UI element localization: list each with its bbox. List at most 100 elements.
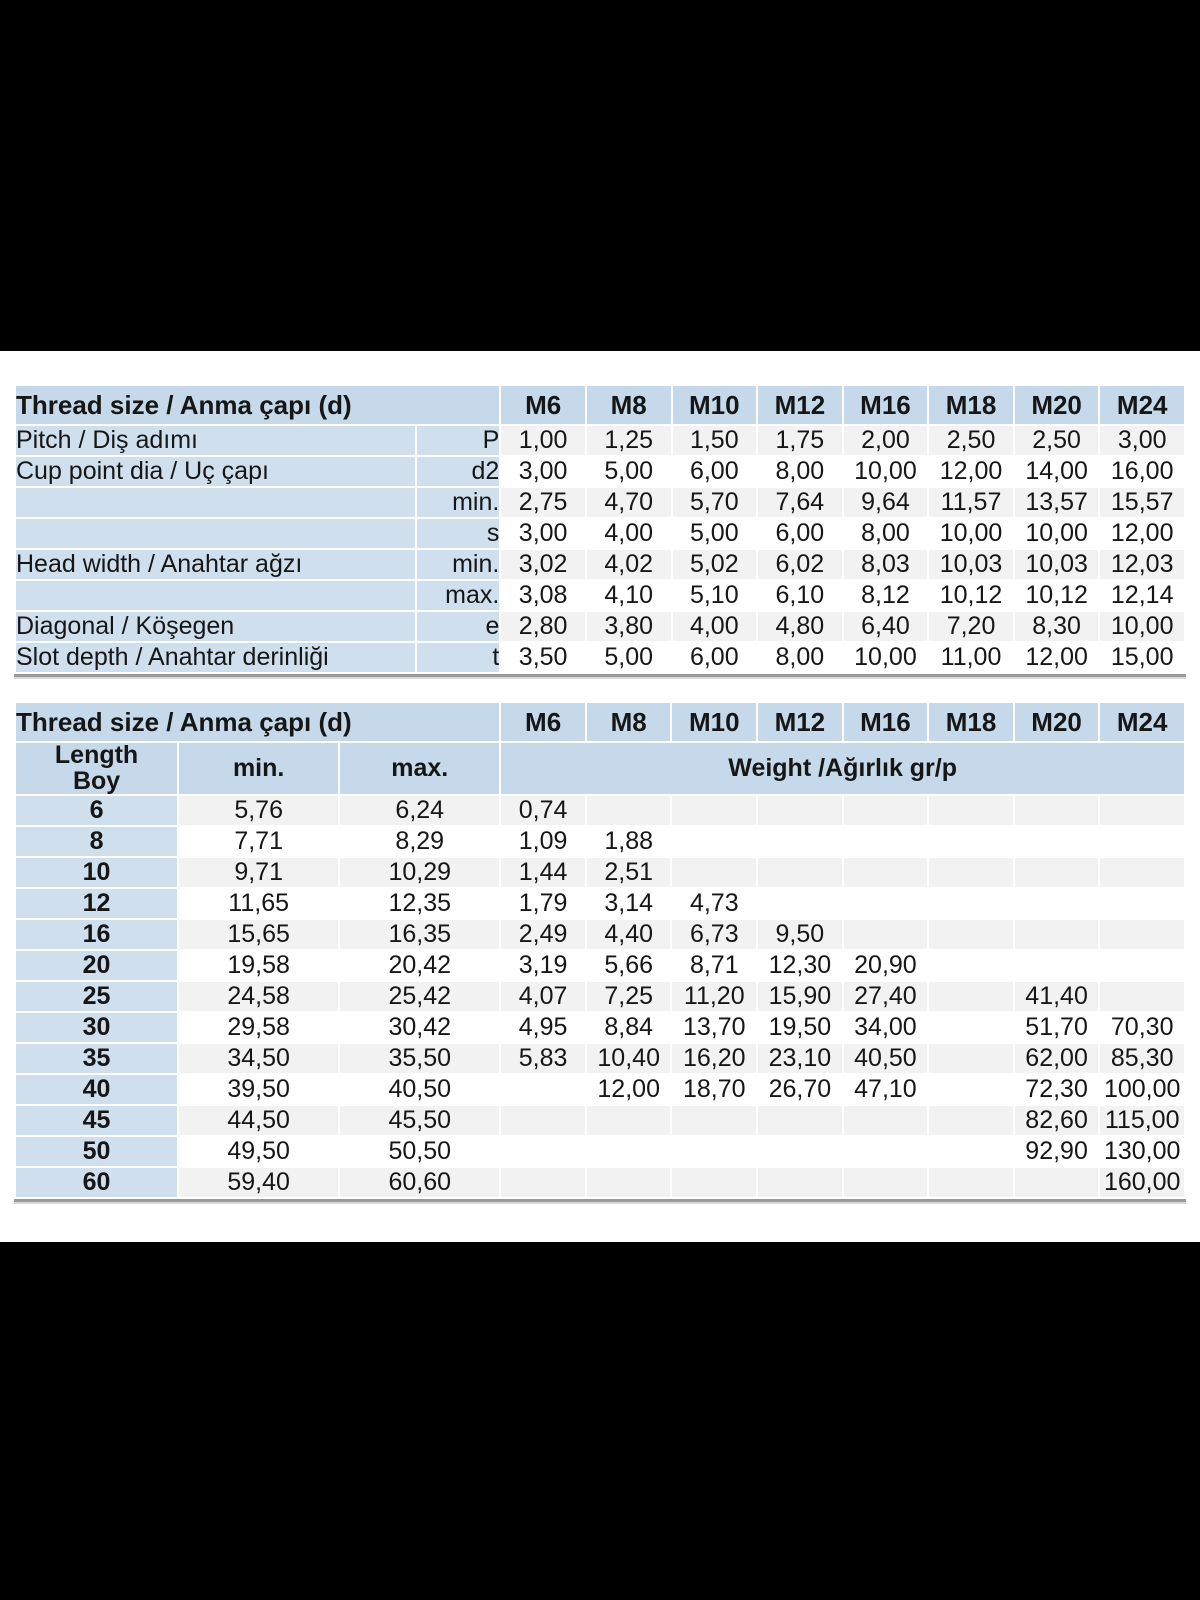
table-row: 45 44,50 45,50 82,60 115,00 xyxy=(16,1106,1184,1135)
weight-cell: 4,95 xyxy=(501,1013,585,1042)
value-cell: 8,00 xyxy=(843,519,928,548)
table-row: Head width / Anahtar ağzı min. 3,02 4,02 5,0… xyxy=(16,550,1184,579)
length-value: 60 xyxy=(16,1168,178,1197)
weight-cell xyxy=(501,1137,585,1166)
table-row: Diagonal / Köşegen e 2,80 3,80 4,00 4,80 6,40 7… xyxy=(16,612,1184,641)
property-symbol: min. xyxy=(416,488,500,517)
table-row: 12 11,65 12,35 1,79 3,14 4,73 xyxy=(16,889,1184,918)
property-label xyxy=(16,488,415,517)
value-cell: 5,00 xyxy=(586,457,671,486)
weight-cell xyxy=(929,1044,1013,1073)
weight-cell xyxy=(1100,982,1184,1011)
property-label: Cup point dia / Uç çapı xyxy=(16,457,415,486)
table-row: 16 15,65 16,35 2,49 4,40 6,73 9,50 xyxy=(16,920,1184,949)
table-row: 40 39,50 40,50 12,00 18,70 26,70 47,10 72,30 100… xyxy=(16,1075,1184,1104)
weights-table-container: Thread size / Anma çapı (d) M6 M8 M10 M12 M16… xyxy=(14,701,1186,1204)
weight-cell xyxy=(1014,951,1099,980)
value-cell: 2,80 xyxy=(501,612,585,641)
size-header-M8: M8 xyxy=(586,386,671,424)
length-value: 50 xyxy=(16,1137,178,1166)
value-cell: 2,75 xyxy=(501,488,585,517)
value-cell: 4,02 xyxy=(586,550,671,579)
table-row: 60 59,40 60,60 160,00 xyxy=(16,1168,1184,1197)
value-cell: 5,02 xyxy=(672,550,757,579)
dimensions-table: Thread size / Anma çapı (d) M6 M8 M10 M12 M16… xyxy=(14,384,1186,674)
weight-cell: 16,20 xyxy=(672,1044,757,1073)
value-cell: 12,14 xyxy=(1100,581,1184,610)
weight-cell: 8,84 xyxy=(586,1013,671,1042)
property-label xyxy=(16,581,415,610)
value-cell: 7,20 xyxy=(929,612,1013,641)
value-cell: 15,00 xyxy=(1100,643,1184,672)
length-min-value: 19,58 xyxy=(179,951,339,980)
weight-cell xyxy=(501,1106,585,1135)
size-header-M6: M6 xyxy=(501,386,585,424)
weight-cell xyxy=(672,1137,757,1166)
length-max-value: 50,50 xyxy=(340,1137,500,1166)
value-cell: 12,00 xyxy=(1014,643,1099,672)
weights-subheader-row: Length Boy min. max. Weight /Ağırlık gr/p xyxy=(16,743,1184,794)
weight-cell xyxy=(758,827,842,856)
value-cell: 16,00 xyxy=(1100,457,1184,486)
length-min-value: 9,71 xyxy=(179,858,339,887)
weight-cell: 12,30 xyxy=(758,951,842,980)
weight-cell xyxy=(501,1168,585,1197)
value-cell: 6,00 xyxy=(672,643,757,672)
weight-cell: 40,50 xyxy=(843,1044,928,1073)
length-max-value: 8,29 xyxy=(340,827,500,856)
value-cell: 2,50 xyxy=(929,426,1013,455)
length-value: 25 xyxy=(16,982,178,1011)
length-min-value: 34,50 xyxy=(179,1044,339,1073)
weight-cell: 82,60 xyxy=(1014,1106,1099,1135)
size-header-M16: M16 xyxy=(843,703,928,741)
length-header-line1: Length xyxy=(54,743,139,769)
value-cell: 1,75 xyxy=(758,426,842,455)
weight-cell xyxy=(929,1137,1013,1166)
weight-cell: 51,70 xyxy=(1014,1013,1099,1042)
value-cell: 12,03 xyxy=(1100,550,1184,579)
length-max-value: 45,50 xyxy=(340,1106,500,1135)
property-label: Slot depth / Anahtar derinliği xyxy=(16,643,415,672)
size-header-M16: M16 xyxy=(843,386,928,424)
weight-cell xyxy=(1100,920,1184,949)
length-max-value: 30,42 xyxy=(340,1013,500,1042)
value-cell: 3,08 xyxy=(501,581,585,610)
value-cell: 10,12 xyxy=(929,581,1013,610)
weight-cell xyxy=(1014,920,1099,949)
min-header-cell: min. xyxy=(179,743,339,794)
weight-cell xyxy=(1100,951,1184,980)
dimensions-header-row: Thread size / Anma çapı (d) M6 M8 M10 M12 M16… xyxy=(16,386,1184,424)
weight-cell xyxy=(1100,827,1184,856)
table-row: max. 3,08 4,10 5,10 6,10 8,12 10,12 10,12 12,14 xyxy=(16,581,1184,610)
length-min-value: 7,71 xyxy=(179,827,339,856)
weight-cell xyxy=(929,827,1013,856)
value-cell: 6,10 xyxy=(758,581,842,610)
length-value: 45 xyxy=(16,1106,178,1135)
value-cell: 10,12 xyxy=(1014,581,1099,610)
weight-cell: 13,70 xyxy=(672,1013,757,1042)
value-cell: 3,02 xyxy=(501,550,585,579)
weight-cell: 34,00 xyxy=(843,1013,928,1042)
weight-cell: 130,00 xyxy=(1100,1137,1184,1166)
value-cell: 3,00 xyxy=(1100,426,1184,455)
value-cell: 8,12 xyxy=(843,581,928,610)
length-min-value: 44,50 xyxy=(179,1106,339,1135)
length-value: 30 xyxy=(16,1013,178,1042)
weight-cell: 1,09 xyxy=(501,827,585,856)
weight-cell: 26,70 xyxy=(758,1075,842,1104)
value-cell: 15,57 xyxy=(1100,488,1184,517)
length-min-value: 11,65 xyxy=(179,889,339,918)
property-symbol: t xyxy=(416,643,500,672)
length-value: 12 xyxy=(16,889,178,918)
size-header-M10: M10 xyxy=(672,386,757,424)
weight-cell xyxy=(1100,796,1184,825)
length-min-value: 5,76 xyxy=(179,796,339,825)
weight-cell xyxy=(1014,1168,1099,1197)
weight-cell xyxy=(843,1137,928,1166)
weight-cell: 10,40 xyxy=(586,1044,671,1073)
weight-cell: 19,50 xyxy=(758,1013,842,1042)
weight-cell: 62,00 xyxy=(1014,1044,1099,1073)
value-cell: 2,50 xyxy=(1014,426,1099,455)
value-cell: 4,70 xyxy=(586,488,671,517)
size-header-M12: M12 xyxy=(758,703,842,741)
